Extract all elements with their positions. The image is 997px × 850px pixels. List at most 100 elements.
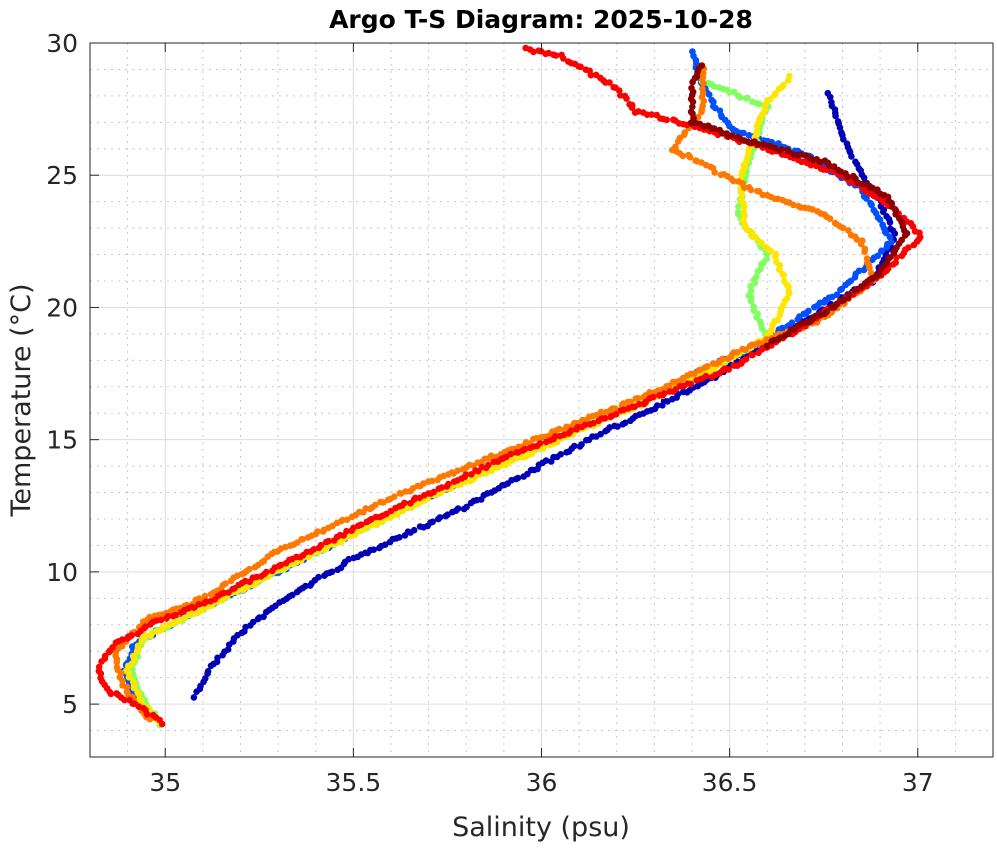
data-point: [754, 187, 761, 195]
data-point: [190, 694, 198, 701]
data-point: [780, 81, 787, 89]
data-point: [123, 688, 131, 696]
data-point: [134, 642, 142, 650]
data-point: [704, 363, 711, 370]
data-point: [687, 380, 695, 388]
profile-orange: [112, 65, 878, 723]
x-tick-label: 36: [526, 768, 558, 797]
data-point: [357, 521, 365, 528]
data-point: [402, 488, 409, 495]
data-point: [557, 451, 564, 458]
data-point: [805, 307, 812, 315]
data-point: [845, 227, 852, 234]
data-point: [581, 421, 589, 429]
data-point: [370, 546, 378, 553]
data-point: [892, 259, 899, 267]
data-point: [601, 415, 609, 422]
data-point: [687, 119, 695, 127]
data-point: [172, 611, 179, 619]
data-point: [870, 206, 878, 214]
data-point: [898, 236, 905, 244]
data-point: [750, 303, 757, 311]
data-point: [126, 696, 133, 704]
data-point: [828, 98, 835, 106]
data-point: [708, 96, 715, 104]
data-point: [802, 152, 810, 159]
data-point: [429, 518, 437, 526]
y-tick-label: 25: [46, 161, 78, 190]
data-point: [592, 71, 600, 79]
data-point: [717, 171, 725, 179]
data-point: [263, 568, 270, 576]
data-point: [372, 501, 379, 509]
data-point: [565, 58, 572, 65]
axis-ticks: 35 35.5 36 36.5 37 5 10 15 20 25 30: [46, 29, 933, 797]
data-point: [734, 133, 741, 141]
data-point: [135, 703, 143, 710]
data-point: [859, 237, 866, 244]
data-point: [742, 95, 750, 102]
data-point: [634, 395, 642, 402]
data-point: [823, 308, 830, 316]
data-point: [260, 557, 268, 565]
data-point: [860, 185, 867, 193]
data-point: [785, 288, 792, 295]
data-point: [181, 614, 188, 622]
data-point: [874, 252, 882, 260]
data-point: [612, 405, 619, 412]
data-point: [681, 129, 689, 136]
data-point: [763, 342, 771, 350]
data-point: [626, 101, 633, 108]
data-point: [757, 265, 764, 273]
data-point: [190, 604, 198, 611]
y-tick-label: 30: [46, 29, 78, 58]
data-point: [845, 291, 853, 299]
data-point: [315, 573, 322, 581]
data-point: [817, 165, 825, 172]
data-point: [716, 126, 723, 134]
data-point: [763, 255, 770, 263]
data-point: [867, 199, 874, 207]
data-point: [163, 621, 171, 629]
data-point: [129, 652, 137, 660]
data-point: [343, 516, 351, 523]
data-point: [878, 247, 885, 255]
data-point: [742, 355, 750, 363]
data-point: [689, 103, 696, 111]
data-point: [850, 172, 857, 180]
data-point: [429, 477, 436, 485]
data-point: [786, 72, 793, 80]
data-point: [614, 423, 621, 430]
data-point: [911, 228, 919, 235]
data-point: [310, 546, 318, 553]
data-point: [463, 503, 470, 511]
data-point: [195, 601, 203, 608]
data-point: [454, 505, 462, 512]
data-point: [733, 349, 741, 356]
data-point: [627, 398, 634, 406]
data-point: [558, 51, 565, 59]
data-point: [725, 366, 732, 373]
data-point: [753, 128, 761, 135]
data-point: [698, 62, 706, 69]
data-point: [563, 423, 570, 431]
data-point: [719, 355, 726, 363]
data-point: [883, 213, 890, 220]
data-point: [454, 467, 461, 475]
data-point: [95, 663, 103, 671]
y-tick-label: 15: [46, 426, 78, 455]
data-point: [590, 419, 597, 427]
data-point: [542, 457, 550, 464]
data-point: [556, 425, 563, 433]
data-point: [781, 278, 788, 285]
profile-dark-blue: [190, 89, 899, 701]
data-point: [141, 631, 149, 639]
data-point: [833, 291, 841, 299]
data-point: [761, 106, 768, 113]
data-point: [772, 250, 780, 258]
data-point: [204, 668, 212, 675]
data-point: [436, 514, 444, 521]
data-point: [738, 197, 745, 204]
data-point: [742, 346, 749, 354]
data-point: [861, 245, 869, 253]
